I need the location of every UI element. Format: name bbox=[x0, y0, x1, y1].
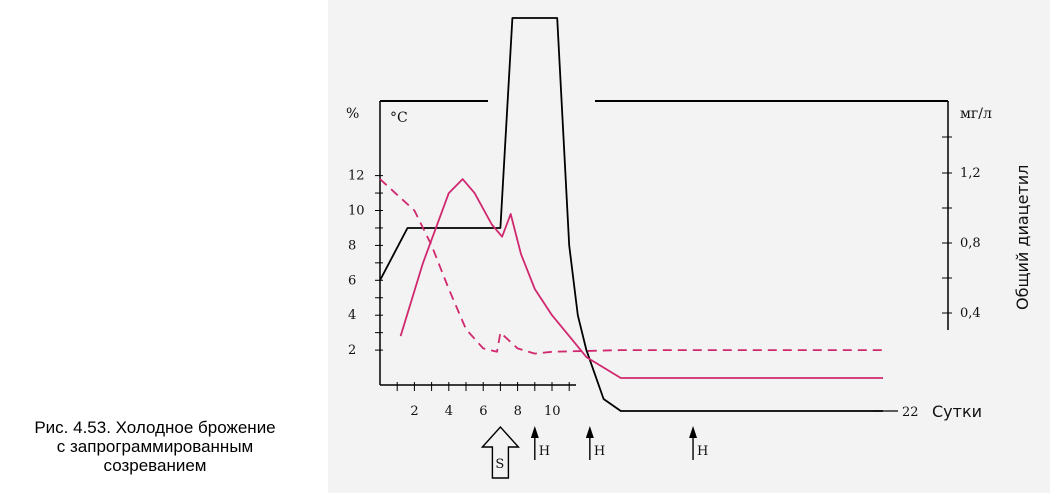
right-tick-label: 1,2 bbox=[960, 166, 981, 181]
arrow-marker-head bbox=[530, 426, 539, 438]
series-line-1 bbox=[379, 17, 883, 412]
chart-figure: % °C мг/л Общий диацетил Сутки 2 4 6 8 10 12 0… bbox=[328, 0, 1050, 493]
x-tick-label: 10 bbox=[544, 404, 561, 419]
x-tick-label: 8 bbox=[514, 404, 522, 419]
left-tick-label: 4 bbox=[348, 308, 356, 323]
left-tick-label: 2 bbox=[348, 343, 356, 358]
marker-label: H bbox=[697, 444, 708, 459]
right-tick-label: 0,4 bbox=[960, 306, 981, 321]
series-line-3 bbox=[379, 178, 883, 355]
x-axis-label: Сутки bbox=[932, 402, 982, 421]
marker-label: H bbox=[594, 444, 605, 459]
caption-line-1: Рис. 4.53. Холодное брожение bbox=[34, 418, 276, 437]
hollow-arrow-marker bbox=[480, 425, 520, 479]
axis-ticks: 2 4 6 8 10 12 0,4 0,8 1,2 2 4 6 8 10 22 bbox=[348, 136, 981, 420]
right-tick-label: 0,8 bbox=[960, 236, 981, 251]
event-markers: SH H H bbox=[480, 425, 708, 479]
left-tick-label: 8 bbox=[348, 238, 356, 253]
arrow-marker-head bbox=[585, 426, 594, 438]
x-tick-label: 22 bbox=[902, 405, 919, 420]
left-unit2-label: °C bbox=[390, 110, 408, 126]
figure-caption: Рис. 4.53. Холодное брожение с запрограм… bbox=[0, 418, 310, 475]
data-series bbox=[379, 17, 883, 412]
marker-label: H bbox=[539, 444, 550, 459]
right-unit-label: мг/л bbox=[960, 106, 992, 122]
marker-label: S bbox=[495, 457, 504, 472]
x-tick-label: 2 bbox=[410, 404, 418, 419]
caption-line-2: с запрограммированным bbox=[56, 437, 254, 456]
arrow-marker-head bbox=[689, 426, 698, 438]
left-tick-label: 10 bbox=[348, 204, 365, 219]
left-tick-label: 6 bbox=[348, 273, 356, 288]
left-tick-label: 12 bbox=[348, 169, 365, 184]
caption-line-3: созреванием bbox=[103, 456, 207, 475]
series-line-2 bbox=[399, 178, 883, 379]
right-axis-label: Общий диацетил bbox=[1013, 165, 1032, 310]
x-tick-label: 4 bbox=[445, 404, 453, 419]
left-unit-label: % bbox=[346, 106, 359, 122]
x-tick-label: 6 bbox=[479, 404, 487, 419]
fermentation-chart: % °C мг/л Общий диацетил Сутки 2 4 6 8 10 12 0… bbox=[346, 17, 1032, 479]
